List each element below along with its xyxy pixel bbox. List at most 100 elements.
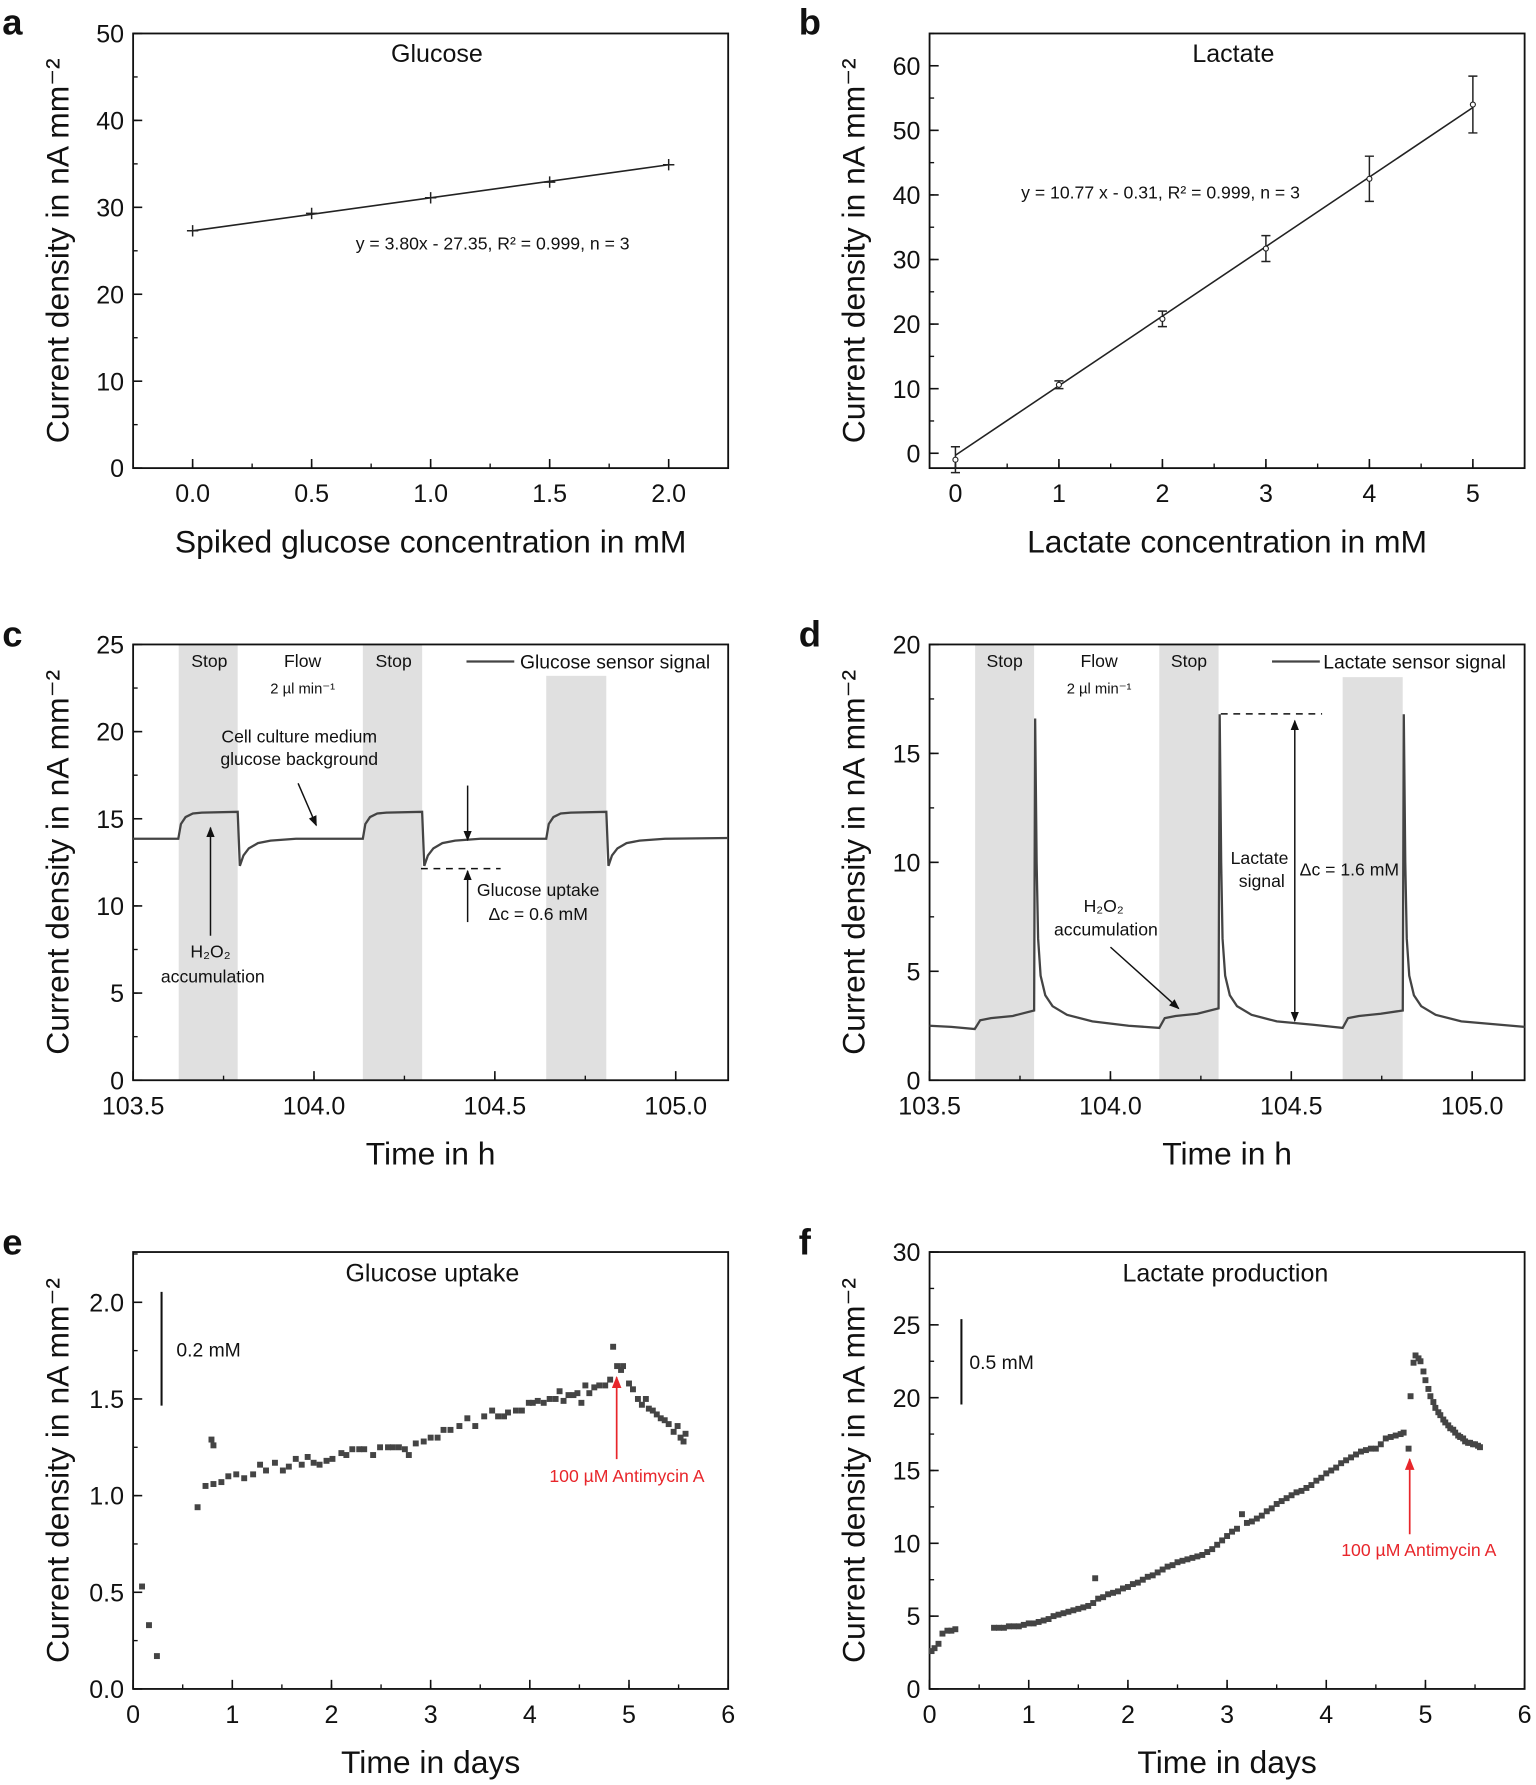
data-point: [1080, 1604, 1087, 1611]
data-point: [1070, 1607, 1077, 1614]
y-tick-label: 5: [907, 1603, 921, 1631]
data-point: [1115, 1588, 1121, 1595]
data-point: [1427, 1393, 1434, 1400]
data-point: [489, 1407, 496, 1414]
data-point: [939, 1630, 946, 1637]
data-point: [186, 225, 199, 237]
y-tick-label: 60: [893, 53, 921, 81]
data-point: [1308, 1482, 1315, 1489]
data-point: [1258, 1512, 1265, 1519]
data-point: [1283, 1495, 1290, 1502]
data-point: [1129, 1581, 1136, 1588]
data-point: [1293, 1489, 1300, 1496]
data-point: [1224, 1533, 1231, 1539]
arrow-icon: [297, 782, 317, 827]
stop-band: [975, 644, 1035, 1081]
data-point: [208, 1436, 215, 1443]
data-point: [304, 1454, 311, 1460]
data-point: [456, 1423, 463, 1429]
panel-c-glucose-sensor-trace: 103.5 104.0 104.5 105.0 0 5 10 15 20 25 Time in h C…: [39, 632, 730, 1171]
x-tick-label: 4: [1319, 1701, 1333, 1729]
stop-label: Stop: [191, 651, 227, 671]
data-point: [1060, 1610, 1067, 1617]
data-point: [565, 1392, 572, 1399]
x-tick-label: 1.0: [413, 480, 448, 508]
data-point: [1090, 1600, 1097, 1606]
x-tick-label: 104.5: [1260, 1092, 1323, 1120]
x-tick-label: 103.5: [102, 1092, 165, 1120]
panel-d-lactate-sensor-trace: 103.5 104.0 104.5 105.0 0 5 10 15 20 Time in h Cur…: [836, 632, 1526, 1171]
x-tick-label: 6: [1518, 1701, 1532, 1729]
x-tick-label: 4: [1362, 480, 1376, 508]
data-point: [316, 1461, 323, 1468]
data-point: [1139, 1576, 1146, 1583]
panel-letter-c: c: [2, 614, 22, 655]
data-point: [1262, 245, 1269, 252]
x-tick-label: 3: [424, 1701, 438, 1729]
y-tick-label: 15: [893, 741, 921, 769]
data-point: [610, 1343, 617, 1350]
data-point: [944, 1627, 951, 1634]
plot-frame: [132, 643, 730, 1082]
x-tick-label: 105.0: [1441, 1092, 1504, 1120]
y-tick-label: 0.5: [89, 1579, 124, 1607]
data-point: [1025, 1620, 1032, 1627]
h2o2-label: H₂O₂: [1084, 896, 1124, 916]
data-point: [447, 1426, 454, 1433]
data-point: [1343, 1457, 1350, 1464]
data-point: [991, 1624, 997, 1631]
data-point: [1372, 1445, 1379, 1452]
data-point: [1437, 1412, 1444, 1419]
data-point: [1005, 1623, 1012, 1630]
x-tick-label: 0.0: [175, 480, 210, 508]
data-point: [361, 1446, 368, 1453]
data-point: [210, 1481, 217, 1487]
data-point: [1333, 1464, 1340, 1471]
data-point: [1400, 1429, 1407, 1436]
flow-label: Flow: [1080, 651, 1117, 671]
data-point: [329, 1455, 336, 1462]
data-point: [1457, 1434, 1464, 1440]
data-point: [481, 1413, 488, 1420]
fit-equation-a: y = 3.80x - 27.35, R² = 0.999, n = 3: [356, 234, 630, 254]
data-point: [1447, 1425, 1454, 1432]
data-point: [1348, 1454, 1355, 1461]
data-point: [505, 1409, 511, 1416]
data-point: [1000, 1624, 1007, 1631]
data-point: [370, 1452, 377, 1458]
x-tick-label: 1: [225, 1701, 239, 1729]
data-point: [385, 1444, 391, 1451]
event-label: 100 µM Antimycin A: [549, 1466, 704, 1486]
y-tick-label: 0: [110, 455, 124, 483]
arrow-icon: [1109, 946, 1180, 1010]
x-tick-label: 104.0: [1079, 1092, 1142, 1120]
y-tick-label: 2.0: [89, 1289, 124, 1317]
data-point: [1477, 1444, 1483, 1451]
data-point: [1442, 1419, 1449, 1426]
x-tick-label: 0.5: [294, 480, 329, 508]
data-point: [1253, 1515, 1260, 1522]
data-point: [1110, 1589, 1116, 1596]
panel-letter-f: f: [799, 1221, 812, 1262]
data-point: [1377, 1441, 1384, 1448]
data-point: [194, 1504, 201, 1511]
scale-bar-label: 0.2 mM: [176, 1340, 240, 1362]
data-point: [1405, 1445, 1412, 1452]
data-point: [1367, 1445, 1374, 1452]
data-point: [434, 1434, 441, 1441]
data-point: [1120, 1585, 1126, 1592]
y-tick-label: 40: [893, 182, 921, 210]
data-point: [935, 1640, 942, 1647]
y-tick-label: 20: [96, 719, 124, 747]
data-point: [233, 1471, 240, 1478]
data-point: [1467, 1439, 1474, 1446]
y-tick-label: 30: [96, 194, 124, 222]
data-point: [1100, 1594, 1107, 1601]
data-point: [1179, 1557, 1186, 1564]
data-point: [1362, 1447, 1369, 1454]
x-tick-label: 104.5: [464, 1092, 527, 1120]
data-point: [464, 1415, 471, 1422]
fit-line: [954, 106, 1474, 456]
data-point: [1243, 1519, 1250, 1526]
x-tick-label: 1: [1052, 480, 1066, 508]
